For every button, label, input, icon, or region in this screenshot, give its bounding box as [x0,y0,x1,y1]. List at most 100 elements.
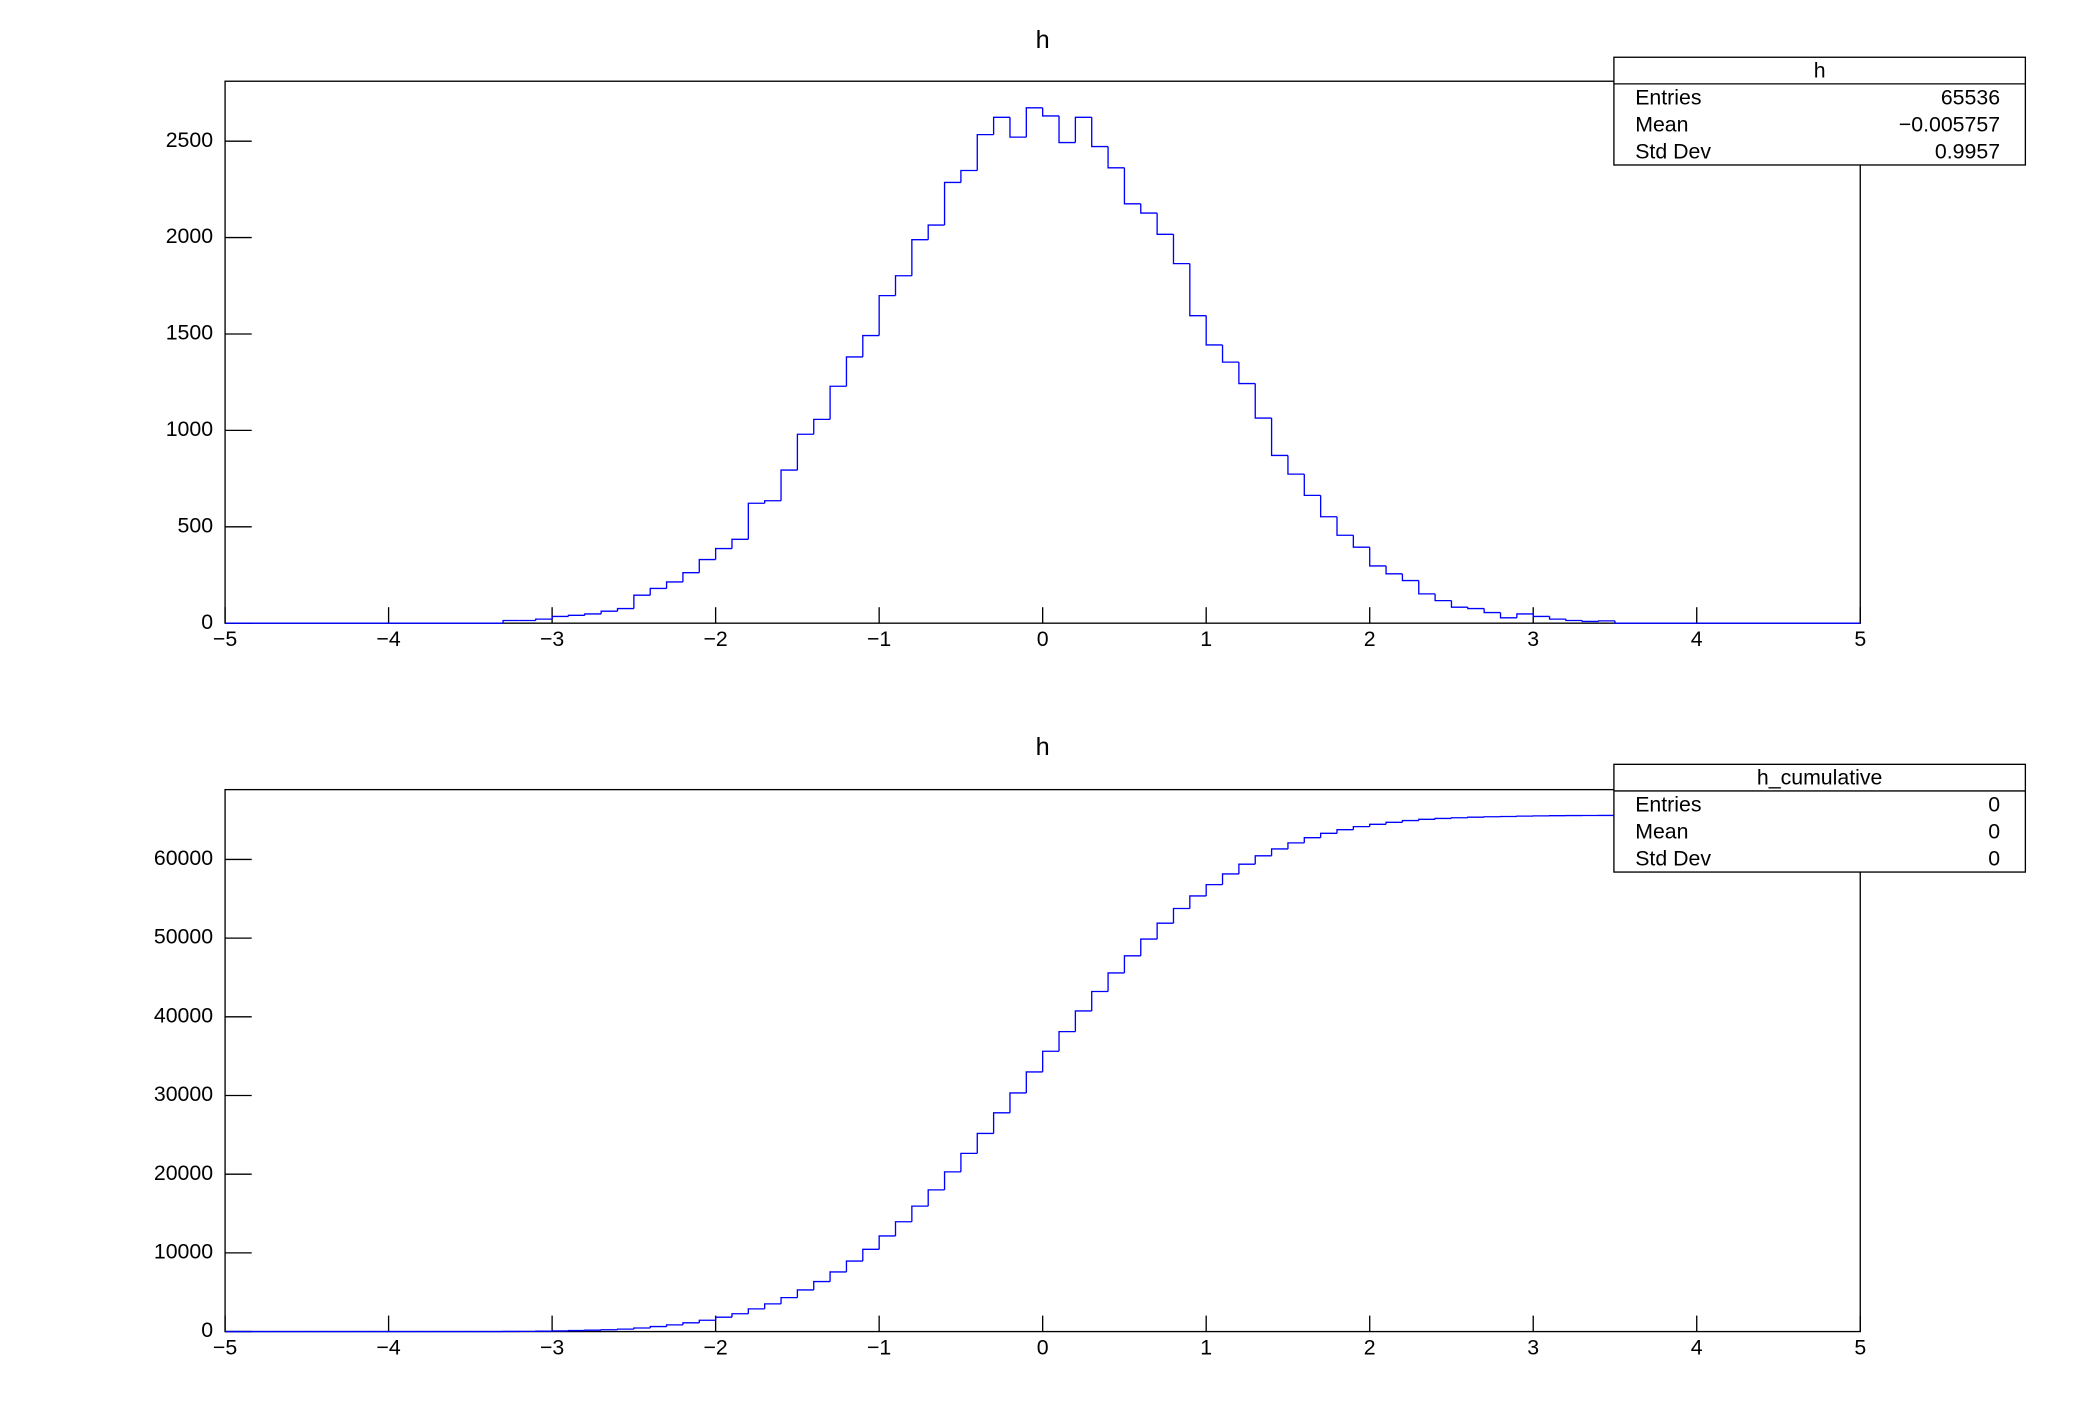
histogram-bin [829,385,847,420]
x-tick-label: −3 [540,627,564,651]
histogram-bin [1074,1010,1092,1032]
histogram-bin [1352,825,1370,830]
histogram-bin [633,1327,651,1330]
x-tick-label: −3 [540,1336,564,1360]
y-tick-label: 50000 [154,925,213,949]
histogram-bin [616,1328,634,1330]
histogram-bin [1123,167,1141,205]
histogram-bin [1369,823,1387,827]
histogram-bin [1385,821,1403,825]
x-tick-label: 0 [1037,627,1049,651]
histogram-bin [1385,565,1403,575]
histogram-bin [878,294,896,336]
chart-title: h [1036,26,1050,54]
histogram-bin [665,581,683,589]
x-tick-label: 2 [1364,627,1376,651]
x-tick-label: 5 [1854,1336,1866,1360]
histogram-bin [714,1316,732,1321]
histogram-bin [1238,863,1256,874]
histogram-bin [780,1296,798,1304]
histogram-bin [764,500,782,504]
stats-label: Std Dev [1635,846,1711,870]
stats-value: 0 [1988,846,2000,870]
stats-label: Mean [1635,112,1688,136]
histogram-bin [1303,836,1321,843]
histogram-bin [1516,613,1534,618]
histogram-bin [829,1271,847,1282]
x-tick-label: −4 [376,1336,400,1360]
histogram-bin [943,181,961,226]
histogram-bin [1107,146,1125,169]
histogram-bin [1369,547,1387,567]
histogram-bin [1336,829,1354,834]
histogram-bin [1614,620,1632,624]
x-tick-label: 2 [1364,1336,1376,1360]
stats-value: −0.005757 [1899,112,2000,136]
x-tick-label: −5 [213,1336,237,1360]
histogram-bin [665,1324,683,1327]
histogram-bin [911,1205,929,1222]
x-tick-label: −4 [376,627,400,651]
histogram-bin [764,1303,782,1309]
x-tick-label: −1 [867,627,891,651]
histogram-bin [682,1322,700,1325]
histogram-bin [1042,1050,1060,1072]
histogram-bin [1042,107,1060,117]
stats-title: h [1814,59,1826,83]
histogram-bin [731,1313,749,1318]
histogram-bin [976,1132,994,1154]
histogram-bin [1319,495,1338,518]
histogram-bin [1238,362,1256,385]
histogram-bin [1172,907,1190,924]
stats-value: 65536 [1941,85,2000,109]
histogram-bin [1189,895,1207,909]
stats-box [1613,763,2027,873]
histogram-bin [747,502,765,540]
histogram-bin [1352,535,1370,548]
histogram-bin [911,239,929,276]
histogram-bin [845,356,863,387]
histogram-bin [1172,234,1190,265]
y-tick-label: 1000 [166,417,214,441]
x-tick-label: 5 [1854,627,1866,651]
histogram-bin [1009,1092,1027,1113]
x-tick-label: −2 [703,1336,727,1360]
histogram-bin [862,1248,880,1262]
y-tick-label: 20000 [154,1161,213,1185]
histogram-bin [1205,883,1223,896]
x-tick-label: 3 [1527,627,1539,651]
histogram-bin [796,433,814,471]
stats-label: Std Dev [1635,139,1711,163]
histogram-bin [1467,816,1485,818]
stats-label: Entries [1635,792,1701,816]
histogram-bin [1074,116,1092,143]
y-tick-label: 1500 [166,321,214,345]
y-tick-label: 0 [201,1318,213,1342]
histogram-bin [1107,972,1125,992]
histogram-bin [731,538,749,549]
chart-title: h [1036,733,1050,761]
histogram-bin [862,334,880,357]
x-tick-label: −2 [703,627,727,651]
histogram-bin [992,1112,1010,1134]
histogram-bin [1418,818,1436,821]
histogram-bin [1581,620,1599,623]
histogram-bin [976,133,994,171]
histogram-bin [502,619,520,624]
x-tick-label: 4 [1691,627,1703,651]
y-tick-label: 0 [201,610,213,634]
y-tick-label: 40000 [154,1003,213,1027]
histogram-bin [1140,938,1158,956]
x-tick-label: 0 [1037,1336,1049,1360]
histogram-bin [535,618,553,621]
histogram-bin [1303,474,1321,497]
x-tick-label: −5 [213,627,237,651]
histogram-bin [616,607,634,612]
histogram-bin [584,613,602,616]
histogram-bin [567,614,585,617]
histogram-bin [1140,203,1158,214]
histogram-bin [1597,620,1615,622]
histogram-bin [1058,1030,1076,1052]
histogram-bin [747,1308,765,1314]
histogram-bin [845,1260,863,1272]
